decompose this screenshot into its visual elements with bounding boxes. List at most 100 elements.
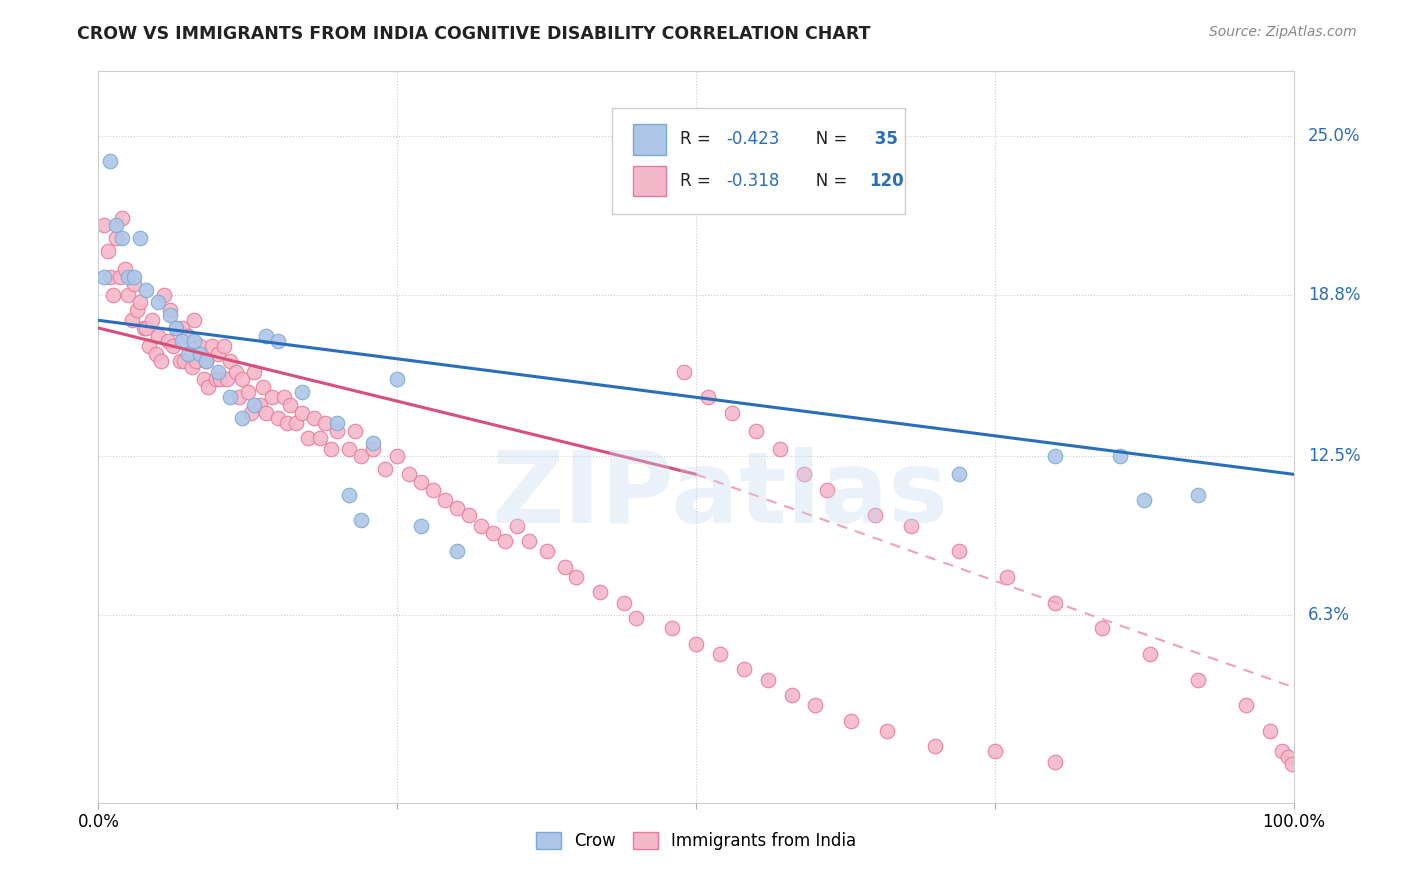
Point	[148, 295, 170, 310]
Point	[124, 269, 146, 284]
Point	[733, 662, 755, 676]
Point	[350, 450, 373, 464]
Point	[291, 406, 314, 420]
Point	[165, 321, 187, 335]
Point	[278, 398, 301, 412]
Point	[156, 334, 179, 348]
Point	[661, 621, 683, 635]
Point	[183, 313, 205, 327]
Point	[374, 462, 396, 476]
Point	[339, 488, 361, 502]
Point	[207, 346, 229, 360]
Point	[129, 231, 152, 245]
Point	[446, 544, 468, 558]
Point	[121, 313, 143, 327]
Point	[626, 611, 648, 625]
Point	[124, 277, 146, 292]
Point	[756, 673, 779, 687]
Text: N =: N =	[800, 172, 852, 190]
Point	[841, 714, 863, 728]
Point	[267, 410, 290, 425]
Point	[97, 244, 120, 258]
Point	[470, 518, 492, 533]
Point	[138, 339, 160, 353]
Point	[243, 398, 266, 412]
Point	[204, 372, 226, 386]
Point	[207, 365, 229, 379]
Point	[984, 744, 1007, 758]
Point	[565, 570, 588, 584]
Point	[267, 334, 290, 348]
Point	[172, 321, 194, 335]
Point	[249, 398, 271, 412]
Point	[149, 354, 172, 368]
Point	[446, 500, 468, 515]
Point	[172, 334, 194, 348]
Point	[243, 365, 266, 379]
Point	[350, 514, 373, 528]
Point	[506, 518, 529, 533]
Point	[252, 380, 274, 394]
Point	[231, 410, 253, 425]
Point	[219, 354, 242, 368]
Point	[434, 492, 457, 507]
Point	[145, 346, 167, 360]
Point	[98, 154, 122, 169]
Point	[169, 354, 191, 368]
Text: 6.3%: 6.3%	[1308, 607, 1350, 624]
Point	[308, 431, 330, 445]
Point	[685, 637, 707, 651]
Point	[135, 283, 157, 297]
Point	[195, 354, 218, 368]
Point	[948, 467, 970, 482]
Text: R =: R =	[681, 172, 717, 190]
Point	[385, 372, 409, 386]
Point	[284, 416, 307, 430]
Point	[93, 269, 115, 284]
Point	[93, 219, 115, 233]
Point	[1187, 673, 1209, 687]
Point	[188, 346, 211, 360]
Text: R =: R =	[681, 130, 717, 148]
Point	[697, 390, 720, 404]
Point	[173, 354, 195, 368]
Point	[148, 328, 170, 343]
Point	[273, 390, 295, 404]
Point	[197, 380, 219, 394]
Point	[924, 739, 946, 754]
Point	[254, 328, 277, 343]
FancyBboxPatch shape	[613, 108, 905, 214]
Point	[780, 688, 803, 702]
Point	[458, 508, 481, 523]
Text: N =: N =	[800, 130, 852, 148]
Point	[159, 308, 181, 322]
Point	[177, 346, 200, 360]
Point	[1043, 755, 1066, 769]
Point	[225, 365, 247, 379]
Text: 25.0%: 25.0%	[1308, 127, 1361, 145]
Point	[709, 647, 731, 661]
Point	[153, 287, 176, 301]
Point	[1258, 723, 1281, 738]
Point	[721, 406, 744, 420]
Point	[108, 269, 131, 284]
Point	[793, 467, 815, 482]
Point	[673, 365, 696, 379]
Point	[865, 508, 887, 523]
Point	[132, 321, 155, 335]
Point	[162, 339, 184, 353]
FancyBboxPatch shape	[633, 124, 666, 154]
Legend: Crow, Immigrants from India: Crow, Immigrants from India	[529, 825, 863, 856]
Point	[125, 303, 148, 318]
Point	[804, 698, 827, 713]
Point	[363, 436, 385, 450]
Point	[326, 416, 349, 430]
Point	[745, 424, 768, 438]
Point	[302, 410, 325, 425]
Point	[193, 372, 215, 386]
Point	[1091, 621, 1114, 635]
Point	[183, 334, 205, 348]
Point	[236, 385, 259, 400]
Point	[101, 287, 124, 301]
Point	[339, 442, 361, 456]
